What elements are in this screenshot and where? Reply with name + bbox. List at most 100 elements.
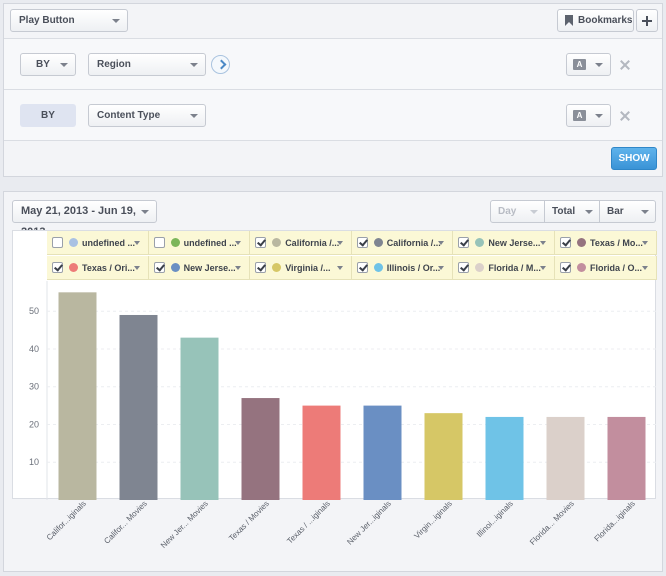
legend-item[interactable]: Florida / O... bbox=[555, 256, 657, 280]
y-tick-label: 30 bbox=[29, 382, 39, 392]
legend-checkbox[interactable] bbox=[153, 262, 165, 273]
add-bookmark-button[interactable] bbox=[636, 9, 658, 32]
chevron-down-icon[interactable] bbox=[641, 241, 648, 245]
legend-checkbox[interactable] bbox=[356, 262, 368, 273]
chevron-down-icon[interactable] bbox=[539, 241, 546, 245]
x-tick-label: Virgin...iginals bbox=[412, 500, 453, 541]
close-icon[interactable] bbox=[620, 60, 630, 70]
legend-checkbox[interactable] bbox=[255, 262, 267, 273]
sort-select-2[interactable]: A bbox=[566, 104, 611, 127]
y-tick-label: 50 bbox=[29, 306, 39, 316]
legend-item[interactable]: undefined ... bbox=[47, 231, 149, 255]
chevron-down-icon[interactable] bbox=[133, 266, 140, 270]
chevron-down-icon bbox=[60, 63, 68, 67]
action-row: SHOW bbox=[4, 141, 662, 177]
legend-checkbox[interactable] bbox=[52, 262, 63, 273]
legend-item[interactable]: Texas / Mo... bbox=[555, 231, 657, 255]
chevron-down-icon[interactable] bbox=[641, 266, 648, 270]
chevron-down-icon bbox=[112, 19, 120, 23]
legend-item[interactable]: Texas / Ori... bbox=[47, 256, 149, 280]
legend-item[interactable]: New Jerse... bbox=[148, 256, 251, 280]
legend-color-swatch bbox=[475, 238, 485, 247]
legend-item[interactable]: California /... bbox=[250, 231, 352, 255]
legend-item[interactable]: New Jerse... bbox=[453, 231, 555, 255]
x-tick-label: Texas / Movies bbox=[227, 500, 271, 543]
chevron-down-icon bbox=[190, 63, 198, 67]
legend-checkbox[interactable] bbox=[153, 237, 165, 248]
chevron-down-icon bbox=[641, 210, 649, 214]
chevron-down-icon[interactable] bbox=[336, 241, 343, 245]
x-tick-label: New Jer... Movies bbox=[159, 500, 210, 550]
x-tick-label: Califor...iginals bbox=[45, 500, 88, 542]
chevron-down-icon[interactable] bbox=[438, 241, 445, 245]
legend-checkbox[interactable] bbox=[458, 262, 470, 273]
chart-type-label: Bar bbox=[607, 206, 624, 217]
chevron-down-icon[interactable] bbox=[438, 266, 445, 270]
legend-checkbox[interactable] bbox=[458, 237, 470, 248]
legend-label: Texas / Ori... bbox=[82, 263, 135, 273]
event-select[interactable]: Play Button bbox=[10, 9, 128, 32]
bar bbox=[607, 416, 646, 500]
legend-item[interactable]: Virginia /... bbox=[250, 256, 352, 280]
legend-item[interactable]: California /... bbox=[351, 231, 454, 255]
chevron-down-icon[interactable] bbox=[235, 266, 242, 270]
close-icon[interactable] bbox=[620, 111, 630, 121]
chevron-down-icon bbox=[585, 210, 593, 214]
region-select[interactable]: Region bbox=[88, 53, 206, 76]
measure-select[interactable]: Total bbox=[545, 200, 600, 223]
bar bbox=[180, 337, 219, 500]
chevron-down-icon bbox=[595, 63, 603, 67]
bar bbox=[241, 398, 280, 500]
event-select-label: Play Button bbox=[19, 15, 75, 26]
x-tick-label: Texas / ...iginals bbox=[285, 500, 332, 546]
legend-item[interactable]: Illinois / Or... bbox=[351, 256, 454, 280]
content-type-select[interactable]: Content Type bbox=[88, 104, 206, 127]
date-range-select[interactable]: May 21, 2013 - Jun 19, 2013 bbox=[12, 200, 157, 238]
legend-item[interactable]: undefined ... bbox=[148, 231, 251, 255]
legend-color-swatch bbox=[69, 238, 78, 247]
bar bbox=[546, 416, 585, 500]
bar-chart: 10 20 30 40 50 undefined ... undefined ... Cal… bbox=[12, 230, 657, 500]
legend-label: New Jerse... bbox=[183, 263, 236, 273]
legend-checkbox[interactable] bbox=[356, 237, 368, 248]
granularity-label: Day bbox=[498, 206, 517, 217]
bookmarks-button[interactable]: Bookmarks bbox=[557, 9, 634, 32]
chevron-down-icon[interactable] bbox=[539, 266, 546, 270]
legend-color-swatch bbox=[373, 263, 383, 272]
legend-label: California /... bbox=[386, 238, 441, 248]
legend-color-swatch bbox=[373, 238, 383, 247]
by-select-label: BY bbox=[36, 59, 50, 70]
filter-row-1: BY Region A bbox=[4, 39, 662, 90]
next-arrow-button[interactable] bbox=[211, 55, 230, 74]
legend-checkbox[interactable] bbox=[52, 237, 63, 248]
legend-checkbox[interactable] bbox=[560, 262, 571, 273]
x-tick-label: Illinoi...iginals bbox=[475, 500, 515, 539]
sort-icon: A bbox=[573, 110, 586, 121]
show-button[interactable]: SHOW bbox=[611, 147, 657, 170]
legend-checkbox[interactable] bbox=[560, 237, 571, 248]
legend-label: California /... bbox=[285, 238, 340, 248]
chevron-down-icon[interactable] bbox=[235, 241, 242, 245]
by-select[interactable]: BY bbox=[20, 53, 76, 76]
granularity-select[interactable]: Day bbox=[490, 200, 545, 223]
chart-type-select[interactable]: Bar bbox=[600, 200, 656, 223]
y-tick-label: 40 bbox=[29, 344, 39, 354]
chevron-down-icon[interactable] bbox=[133, 241, 140, 245]
legend-label: Virginia /... bbox=[285, 263, 331, 273]
chevron-down-icon[interactable] bbox=[336, 266, 343, 270]
legend-label: Texas / Mo... bbox=[590, 238, 643, 248]
region-select-label: Region bbox=[97, 59, 131, 70]
sort-select[interactable]: A bbox=[566, 53, 611, 76]
y-tick-label: 20 bbox=[29, 419, 39, 429]
legend-checkbox[interactable] bbox=[255, 237, 267, 248]
report-builder-panel: Play Button Bookmarks BY Region A BY Con… bbox=[3, 3, 663, 177]
legend-color-swatch bbox=[272, 238, 282, 247]
by-label: BY bbox=[20, 104, 76, 127]
y-tick-label: 10 bbox=[29, 457, 39, 467]
chevron-down-icon bbox=[595, 114, 603, 118]
chart-panel: May 21, 2013 - Jun 19, 2013 Day Total Ba… bbox=[3, 191, 663, 572]
x-tick-label: Califor... Movies bbox=[102, 500, 149, 546]
legend-item[interactable]: Florida / M... bbox=[453, 256, 555, 280]
legend: undefined ... undefined ... California /..… bbox=[47, 231, 657, 281]
legend-color-swatch bbox=[475, 263, 485, 272]
